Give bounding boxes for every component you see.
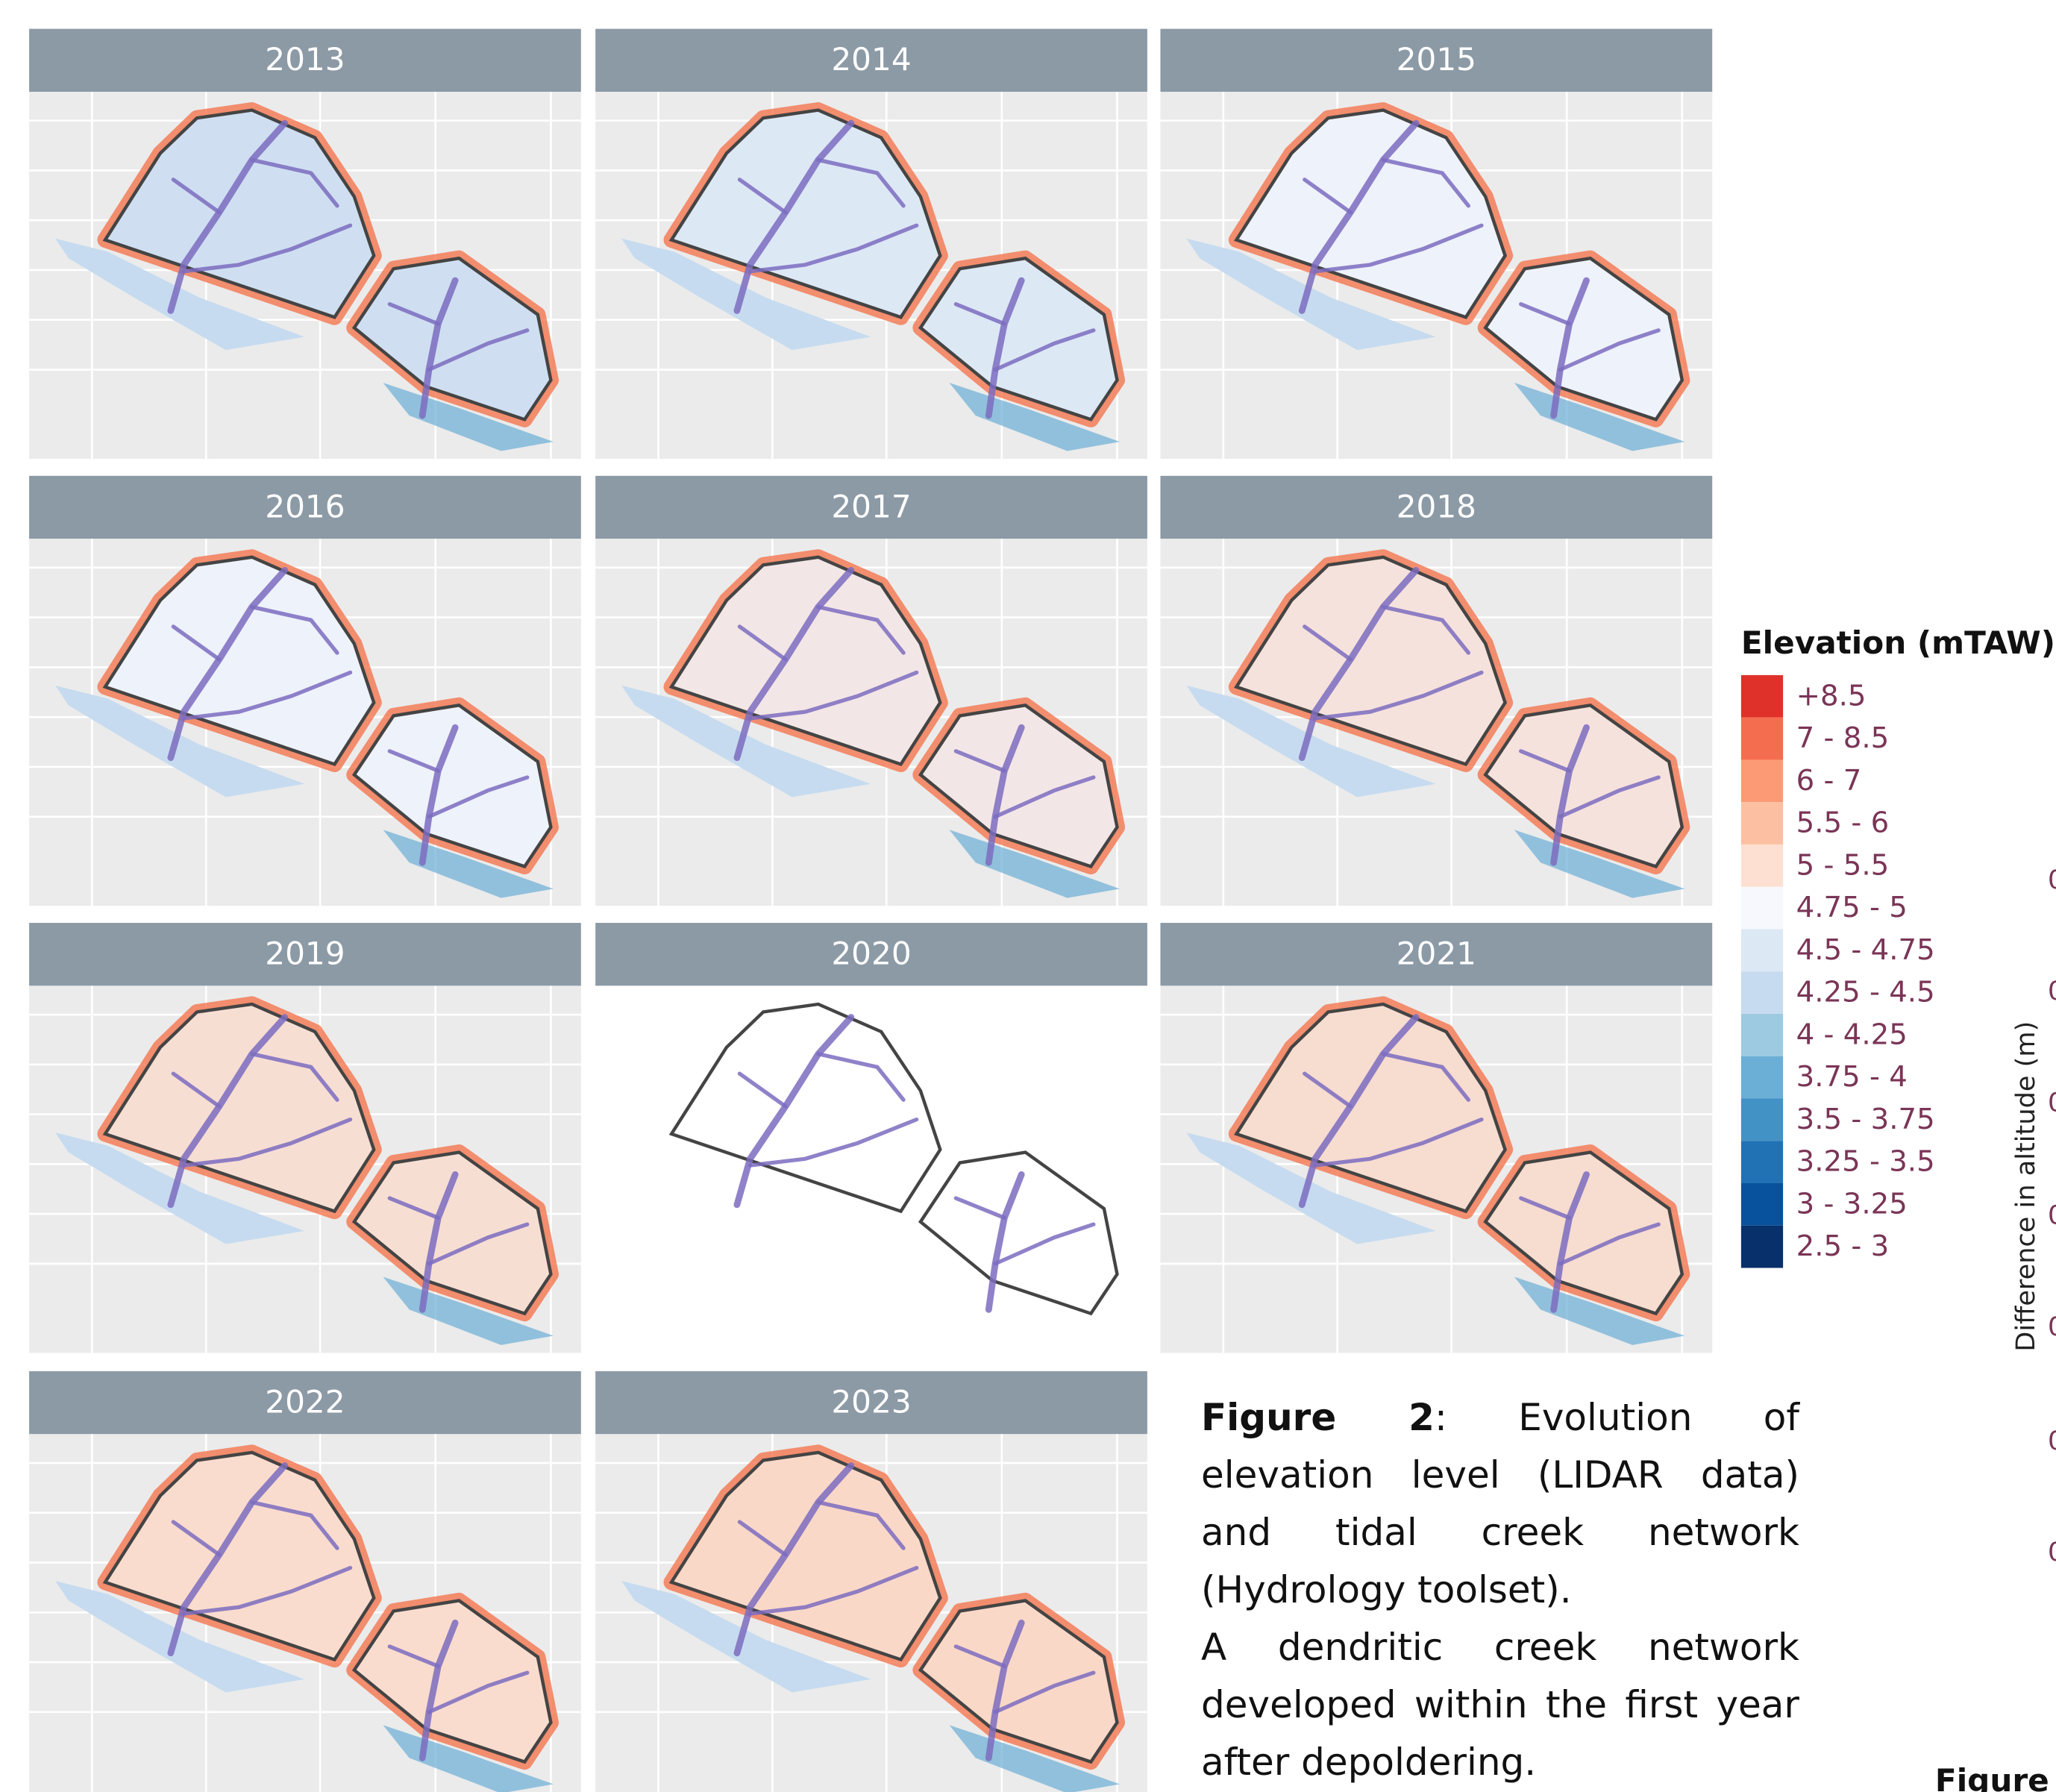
legend-label: +8.5 [1796, 679, 1867, 712]
panel: 2013 [29, 29, 581, 459]
panel-title: 2023 [831, 1383, 911, 1420]
legend-swatch [1741, 675, 1783, 718]
panel-bg [595, 986, 1147, 1353]
side-tick-label: 0 [2048, 1426, 2056, 1456]
caption-para: Figure 2: Evolution of elevation level (… [1201, 1389, 1799, 1619]
page: Elevation (mTAW) Difference in altitude … [0, 0, 2056, 1792]
legend-label: 4 - 4.25 [1796, 1018, 1908, 1051]
side-axis-title: Difference in altitude (m) [2010, 1021, 2041, 1352]
panel: 2021 [1160, 923, 1712, 1353]
legend-swatch [1741, 845, 1783, 887]
panel-title: 2014 [831, 41, 911, 78]
panel-title: 2018 [1397, 488, 1476, 524]
panel: 2017 [595, 476, 1147, 906]
side-tick-label: 0 [2048, 1088, 2056, 1118]
panel-title: 2016 [265, 488, 345, 524]
legend-swatch [1741, 1056, 1783, 1099]
panel-title: 2017 [831, 488, 911, 524]
side-tick-label: 0 [2048, 1537, 2056, 1567]
legend-label: 3.75 - 4 [1796, 1060, 1908, 1094]
legend-label: 3 - 3.25 [1796, 1187, 1908, 1221]
legend-swatch [1741, 1141, 1783, 1183]
caption: Figure 2: Evolution of elevation level (… [1201, 1389, 1799, 1791]
panel-title: 2020 [831, 935, 911, 971]
panel: 2020 [595, 923, 1147, 1353]
legend-swatch [1741, 759, 1783, 802]
legend-label: 2.5 - 3 [1796, 1229, 1890, 1263]
legend-label: 6 - 7 [1796, 764, 1862, 798]
legend-swatch [1741, 1183, 1783, 1226]
legend-swatch [1741, 1014, 1783, 1056]
caption-para: A dendritic creek network developed with… [1201, 1619, 1799, 1791]
side-tick-label: 0 [2048, 976, 2056, 1006]
panel: 2023 [595, 1371, 1147, 1792]
panel: 2015 [1160, 29, 1712, 459]
legend-label: 3.25 - 3.5 [1796, 1145, 1935, 1179]
side-tick-label: 0 [2048, 1312, 2056, 1342]
panel-title: 2019 [265, 935, 345, 971]
legend-swatch [1741, 887, 1783, 930]
side-tick-label: 0 [2048, 865, 2056, 895]
legend-label: 3.5 - 3.75 [1796, 1103, 1935, 1136]
panel: 2014 [595, 29, 1147, 459]
legend-title: Elevation (mTAW) [1741, 624, 2055, 661]
legend-label: 4.25 - 4.5 [1796, 976, 1935, 1009]
caption-label: Figure 2 [1201, 1396, 1435, 1439]
legend-swatch [1741, 1098, 1783, 1141]
legend-swatch [1741, 971, 1783, 1014]
panel: 2018 [1160, 476, 1712, 906]
panel: 2019 [29, 923, 581, 1353]
legend-label: 4.5 - 4.75 [1796, 933, 1935, 967]
panel-title: 2013 [265, 41, 345, 78]
legend-swatch [1741, 802, 1783, 845]
legend-label: 4.75 - 5 [1796, 891, 1908, 924]
legend-swatch [1741, 718, 1783, 760]
panel-title: 2021 [1397, 935, 1476, 971]
legend-label: 7 - 8.5 [1796, 721, 1890, 755]
legend-label: 5 - 5.5 [1796, 848, 1890, 882]
panel-title: 2022 [265, 1383, 345, 1420]
legend-swatch [1741, 929, 1783, 971]
legend-swatch [1741, 1226, 1783, 1268]
legend-label: 5.5 - 6 [1796, 806, 1890, 840]
panel-title: 2015 [1397, 41, 1476, 78]
side-tick-label: 0 [2048, 1200, 2056, 1231]
panel: 2022 [29, 1371, 581, 1792]
panel: 2016 [29, 476, 581, 906]
side-figure-label: Figure [1935, 1762, 2049, 1792]
